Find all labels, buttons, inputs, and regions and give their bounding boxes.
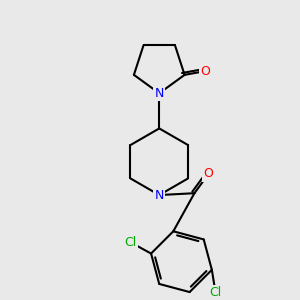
Text: N: N (154, 189, 164, 202)
Text: O: O (203, 167, 213, 181)
Text: Cl: Cl (124, 236, 137, 249)
Text: N: N (154, 87, 164, 100)
Text: Cl: Cl (209, 286, 222, 299)
Text: O: O (200, 65, 210, 78)
